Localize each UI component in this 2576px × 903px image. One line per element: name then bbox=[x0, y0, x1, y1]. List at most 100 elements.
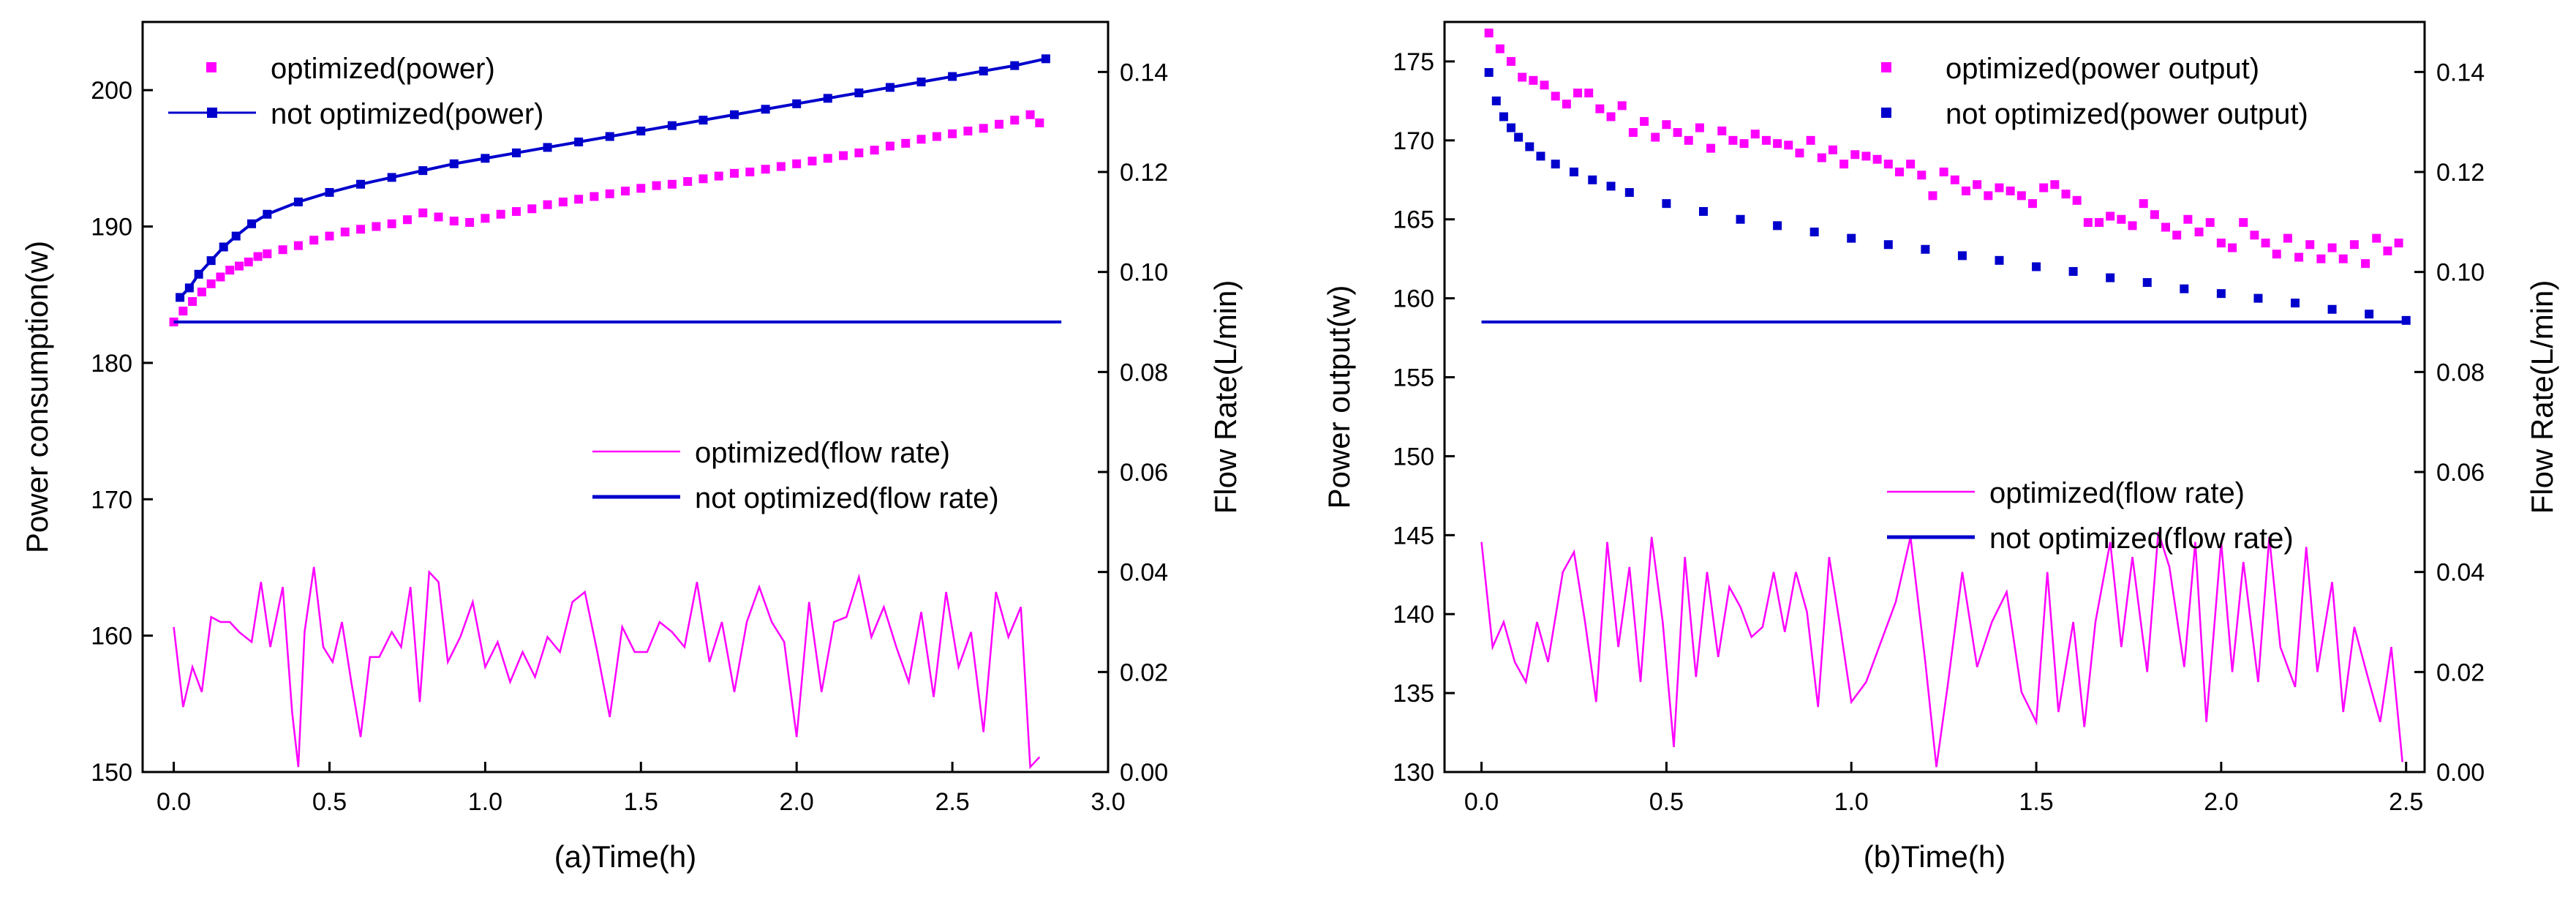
data-point bbox=[1736, 214, 1745, 224]
data-point bbox=[278, 245, 287, 255]
data-point bbox=[1961, 186, 1970, 195]
data-point bbox=[1850, 150, 1860, 160]
data-point bbox=[356, 225, 366, 234]
y-left-tick-label: 160 bbox=[1393, 285, 1434, 313]
data-point bbox=[636, 184, 646, 193]
data-point bbox=[1928, 191, 1937, 201]
data-point bbox=[1628, 128, 1638, 138]
data-point bbox=[225, 266, 235, 275]
data-point bbox=[2361, 259, 2370, 269]
series-not-optimized-power- bbox=[176, 54, 1050, 302]
y-right-tick-label: 0.04 bbox=[2436, 559, 2485, 587]
data-point bbox=[1536, 151, 1545, 161]
data-point bbox=[2316, 254, 2326, 263]
data-point bbox=[1640, 116, 1649, 126]
series-optimized-flow-rate- bbox=[173, 566, 1041, 770]
data-point bbox=[418, 208, 428, 217]
data-point bbox=[449, 159, 459, 168]
data-point bbox=[2228, 243, 2237, 252]
series-not-optimized-power-output- bbox=[1484, 68, 2411, 325]
data-point bbox=[1606, 181, 1616, 191]
data-point bbox=[761, 165, 770, 174]
y-left-tick-label: 150 bbox=[91, 759, 132, 787]
data-point bbox=[792, 99, 802, 108]
data-point bbox=[1514, 132, 1524, 142]
y-right-axis-title: Flow Rate(L/min) bbox=[1208, 280, 1243, 514]
data-point bbox=[2028, 199, 2037, 209]
data-point bbox=[1906, 160, 1916, 169]
data-point bbox=[2128, 221, 2137, 231]
data-point bbox=[1973, 180, 1982, 190]
y-right-tick-label: 0.00 bbox=[1120, 759, 1168, 787]
y-left-tick-label: 160 bbox=[91, 623, 132, 651]
data-point bbox=[2253, 293, 2263, 303]
data-point bbox=[216, 272, 225, 282]
data-point bbox=[231, 231, 241, 241]
data-point bbox=[1673, 128, 1682, 138]
y-left-tick-label: 180 bbox=[91, 350, 132, 378]
data-point bbox=[2401, 315, 2411, 325]
series-optimized-power- bbox=[169, 110, 1044, 326]
data-point bbox=[1573, 89, 1583, 98]
data-point bbox=[2183, 214, 2193, 224]
data-point bbox=[574, 195, 584, 204]
data-point bbox=[590, 192, 599, 201]
legend-marker-square bbox=[1881, 108, 1891, 118]
data-point bbox=[543, 143, 552, 152]
data-point bbox=[387, 219, 396, 228]
data-point bbox=[1921, 244, 1930, 254]
y-right-tick-label: 0.04 bbox=[1120, 559, 1168, 587]
data-point bbox=[1484, 68, 1494, 78]
data-point bbox=[356, 179, 366, 189]
y-left-axis-title: Power consumption(w) bbox=[20, 241, 54, 553]
series-line bbox=[173, 566, 1041, 770]
y-left-tick-label: 155 bbox=[1393, 364, 1434, 392]
data-point bbox=[948, 129, 957, 138]
data-point bbox=[2294, 252, 2304, 262]
data-point bbox=[1499, 112, 1508, 121]
plot-frame bbox=[141, 20, 1110, 773]
data-point bbox=[2117, 214, 2126, 224]
data-point bbox=[885, 83, 895, 92]
data-point bbox=[1950, 175, 1959, 184]
data-point bbox=[621, 187, 630, 196]
data-point bbox=[2072, 195, 2082, 205]
data-point bbox=[854, 148, 864, 157]
data-point bbox=[792, 159, 802, 168]
data-point bbox=[1828, 145, 1837, 154]
data-point bbox=[2250, 231, 2259, 240]
data-point bbox=[293, 198, 303, 206]
y-left-tick-label: 170 bbox=[1393, 127, 1434, 155]
data-point bbox=[683, 177, 693, 187]
series-line bbox=[178, 57, 1047, 299]
y-left-tick-label: 200 bbox=[91, 77, 132, 105]
data-point bbox=[206, 256, 216, 266]
data-point bbox=[1041, 54, 1050, 64]
data-point bbox=[2106, 211, 2115, 221]
legend-marker-square bbox=[1881, 62, 1891, 72]
y-right-tick-label: 0.00 bbox=[2436, 759, 2485, 787]
data-point bbox=[870, 146, 879, 155]
y-right-tick-label: 0.08 bbox=[2436, 359, 2485, 386]
data-point bbox=[1795, 149, 1804, 158]
x-tick-label: 1.0 bbox=[1834, 788, 1869, 816]
data-point bbox=[2068, 266, 2078, 276]
y-right-tick-label: 0.06 bbox=[2436, 459, 2485, 487]
data-point bbox=[1624, 188, 1634, 198]
data-point bbox=[2150, 210, 2159, 220]
x-tick-label: 2.0 bbox=[2204, 788, 2238, 816]
data-point bbox=[2039, 183, 2049, 192]
series-optimized-power-output- bbox=[1484, 29, 2403, 269]
data-point bbox=[527, 204, 537, 214]
data-point bbox=[1773, 139, 1782, 149]
data-point bbox=[932, 132, 941, 141]
data-point bbox=[402, 215, 412, 225]
data-point bbox=[1784, 140, 1793, 150]
data-point bbox=[325, 231, 334, 241]
data-point bbox=[1662, 199, 1671, 209]
data-point bbox=[2032, 262, 2041, 271]
data-point bbox=[2142, 278, 2152, 288]
data-point bbox=[188, 297, 197, 307]
data-point bbox=[823, 94, 832, 103]
